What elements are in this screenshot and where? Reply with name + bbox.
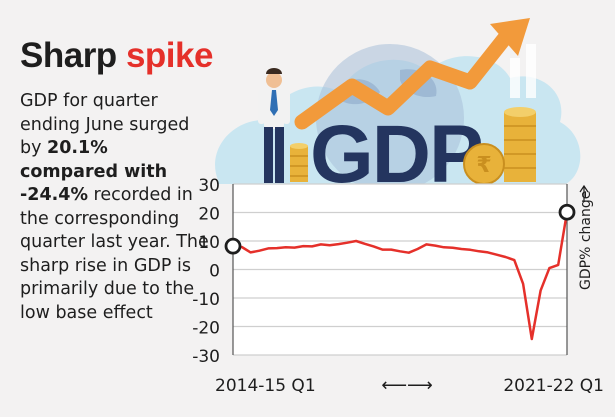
y-tick-label: 0 xyxy=(209,262,220,282)
x-start-label: 2014-15 Q1 xyxy=(215,376,316,396)
end-point-marker xyxy=(558,203,576,221)
y-tick-label: -10 xyxy=(192,290,220,310)
bar-icon xyxy=(510,58,520,98)
coin-stack-right xyxy=(504,107,536,182)
headline-word-2: spike xyxy=(125,36,214,75)
arrow-head-icon xyxy=(490,18,530,56)
x-range-arrow-icon: ⟵⟶ xyxy=(381,375,433,396)
growth-arrow-icon xyxy=(294,26,516,130)
coin-stack-left xyxy=(290,143,308,182)
start-point-marker xyxy=(224,237,242,255)
businessman-icon xyxy=(258,68,290,183)
y-tick-label: 20 xyxy=(198,205,220,225)
y-tick-label: -20 xyxy=(192,319,220,339)
y-tick-label: 30 xyxy=(198,176,220,196)
headline-word-1: Sharp xyxy=(20,36,117,75)
y-axis-label-arrow-head-icon xyxy=(579,184,589,193)
description-part-2: recorded in the corresponding quarter la… xyxy=(20,185,209,323)
x-end-label: 2021-22 Q1 xyxy=(503,376,604,396)
bar-icon xyxy=(526,44,536,98)
y-tick-label: 10 xyxy=(198,233,220,253)
description-bold: 20.1% compared with -24.4% xyxy=(20,138,168,205)
description-part-1: GDP for quarter ending June surged by xyxy=(20,91,190,158)
y-tick-label: -30 xyxy=(192,347,220,367)
description: GDP for quarter ending June surged by 20… xyxy=(20,90,210,325)
y-axis-label: GDP% change xyxy=(578,191,594,290)
rupee-symbol: ₹ xyxy=(476,153,491,178)
headline: Sharp spike xyxy=(20,36,213,76)
gdp-series-line xyxy=(231,210,569,341)
